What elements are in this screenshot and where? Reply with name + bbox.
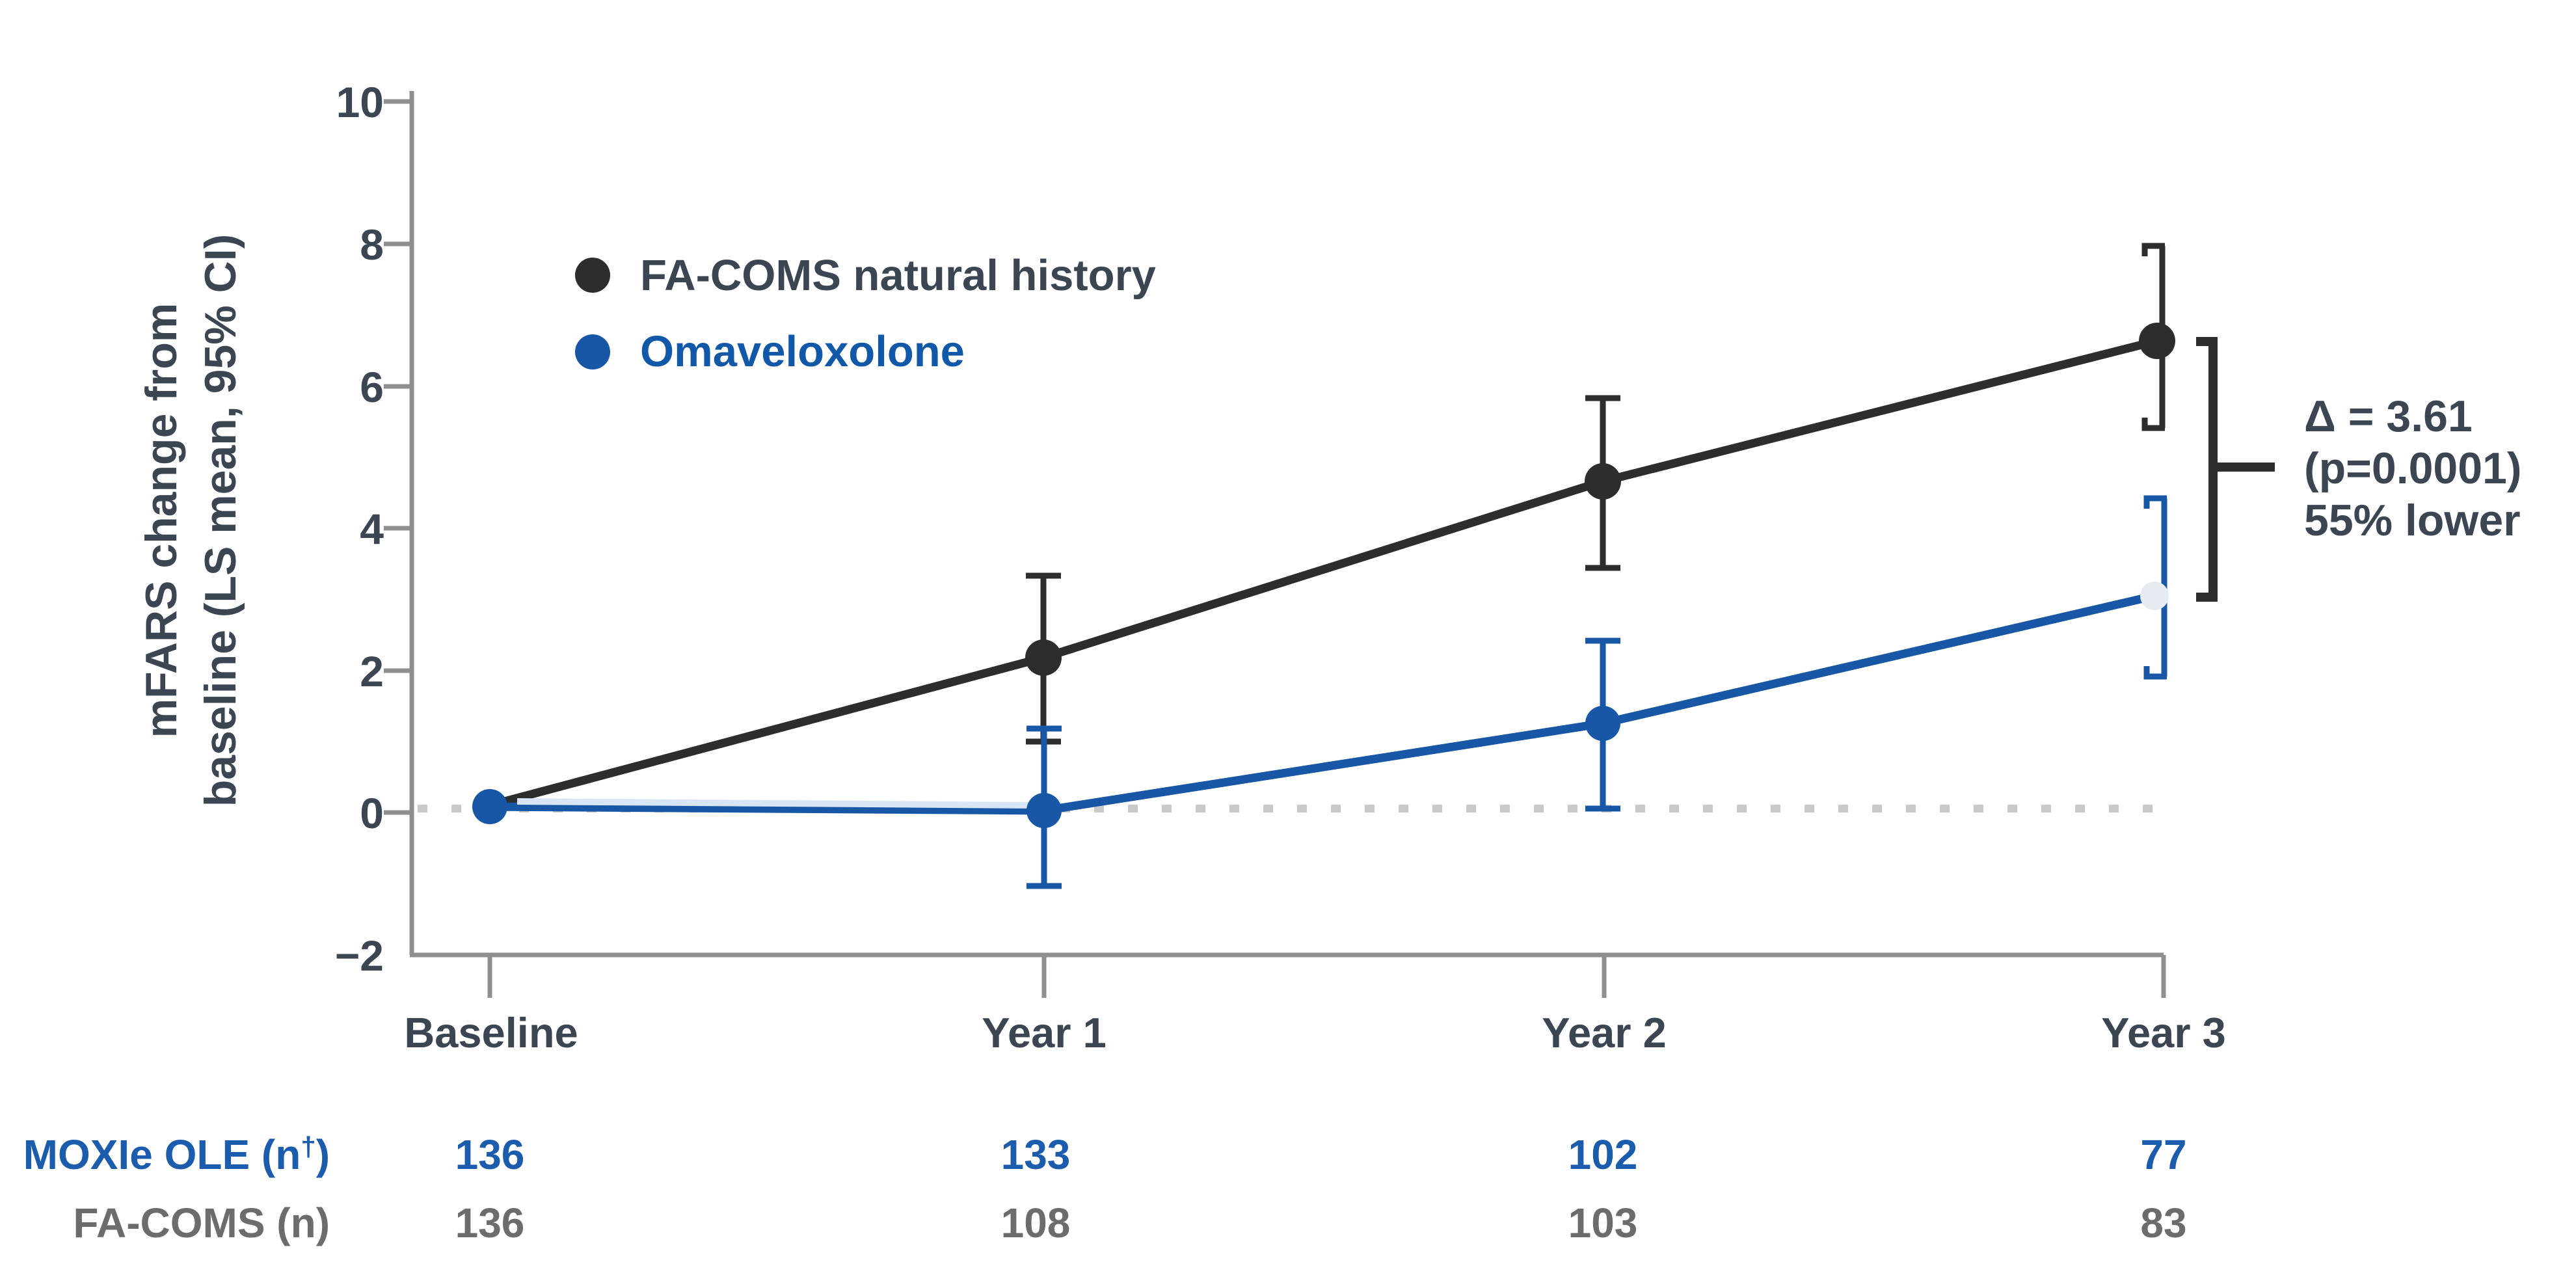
svg-text:mFARS change from: mFARS change from (137, 303, 186, 738)
svg-text:103: 103 (1568, 1200, 1638, 1246)
svg-text:55% lower: 55% lower (2304, 496, 2521, 545)
svg-text:−2: −2 (335, 932, 384, 980)
svg-text:83: 83 (2140, 1200, 2186, 1246)
svg-text:8: 8 (360, 221, 384, 269)
svg-text:FA-COMS natural history: FA-COMS natural history (640, 251, 1156, 300)
svg-text:baseline (LS mean, 95% CI): baseline (LS mean, 95% CI) (196, 234, 245, 807)
svg-text:MOXIe OLE (n†): MOXIe OLE (n†) (23, 1131, 330, 1178)
svg-text:Year 2: Year 2 (1542, 1009, 1667, 1056)
svg-text:Year 1: Year 1 (982, 1009, 1107, 1056)
svg-text:136: 136 (455, 1200, 525, 1246)
svg-text:10: 10 (336, 78, 384, 126)
svg-text:2: 2 (360, 647, 384, 695)
svg-text:133: 133 (1001, 1131, 1071, 1178)
svg-text:FA-COMS (n): FA-COMS (n) (73, 1200, 330, 1246)
svg-text:0: 0 (360, 789, 384, 837)
svg-text:6: 6 (360, 363, 384, 411)
svg-text:Δ = 3.61: Δ = 3.61 (2304, 392, 2473, 441)
svg-text:Baseline: Baseline (404, 1009, 578, 1056)
svg-text:102: 102 (1568, 1131, 1638, 1178)
svg-text:Year 3: Year 3 (2101, 1009, 2226, 1056)
svg-text:77: 77 (2140, 1131, 2186, 1178)
svg-text:4: 4 (360, 505, 384, 553)
svg-text:Omaveloxolone: Omaveloxolone (640, 327, 965, 376)
svg-text:(p=0.0001): (p=0.0001) (2304, 444, 2522, 493)
svg-text:136: 136 (455, 1131, 525, 1178)
svg-text:108: 108 (1001, 1200, 1071, 1246)
